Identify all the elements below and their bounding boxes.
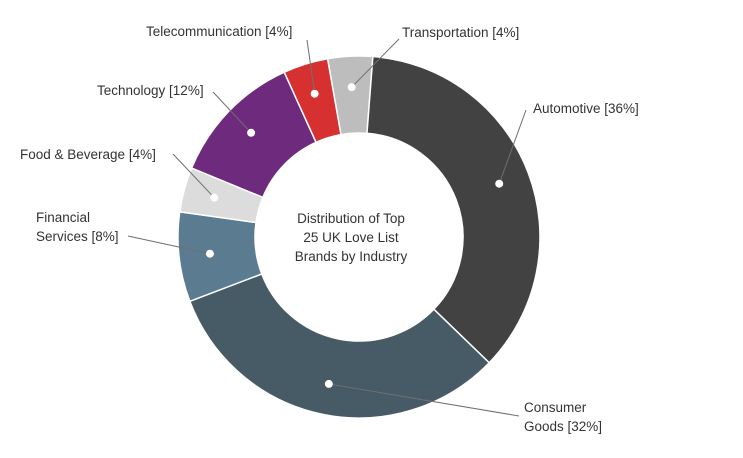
- leader-lines: [127, 38, 527, 417]
- slice-automotive: [366, 55, 541, 364]
- leader-dot-consumer-goods: [324, 379, 333, 388]
- leader-line-transportation: [351, 38, 400, 88]
- slice-label-transportation: Transportation [4%]: [402, 25, 519, 40]
- leader-line-telecommunication: [306, 39, 316, 94]
- slice-label-food-and-beverage: Food & Beverage [4%]: [20, 147, 156, 162]
- leader-line-food-and-beverage: [172, 153, 215, 199]
- slice-label-telecommunication: Telecommunication [4%]: [146, 24, 292, 39]
- slice-label-financial-services: Financial Services [8%]: [36, 210, 119, 244]
- leader-dot-automotive: [495, 179, 504, 188]
- slice-labels: Transportation [4%] Automotive [36%] Consu…: [20, 24, 639, 434]
- leader-dot-financial-services: [205, 249, 214, 258]
- slice-consumer-goods: [188, 272, 491, 419]
- leader-line-financial-services: [127, 235, 211, 255]
- slice-label-technology: Technology [12%]: [97, 83, 204, 98]
- slice-label-automotive: Automotive [36%]: [533, 101, 639, 116]
- leader-dot-transportation: [347, 83, 356, 92]
- donut-slices: [177, 55, 541, 419]
- center-title: Distribution of Top 25 UK Love List Brands…: [295, 211, 408, 264]
- leader-line-automotive: [498, 109, 527, 184]
- leader-line-technology: [212, 91, 252, 134]
- slice-telecommunication: [283, 57, 342, 144]
- leader-dot-food-and-beverage: [210, 193, 219, 202]
- leader-dot-telecommunication: [310, 89, 319, 98]
- leader-dot-technology: [247, 128, 256, 137]
- slice-label-consumer-goods: Consumer Goods [32%]: [524, 400, 602, 434]
- leader-line-consumer-goods: [328, 383, 520, 417]
